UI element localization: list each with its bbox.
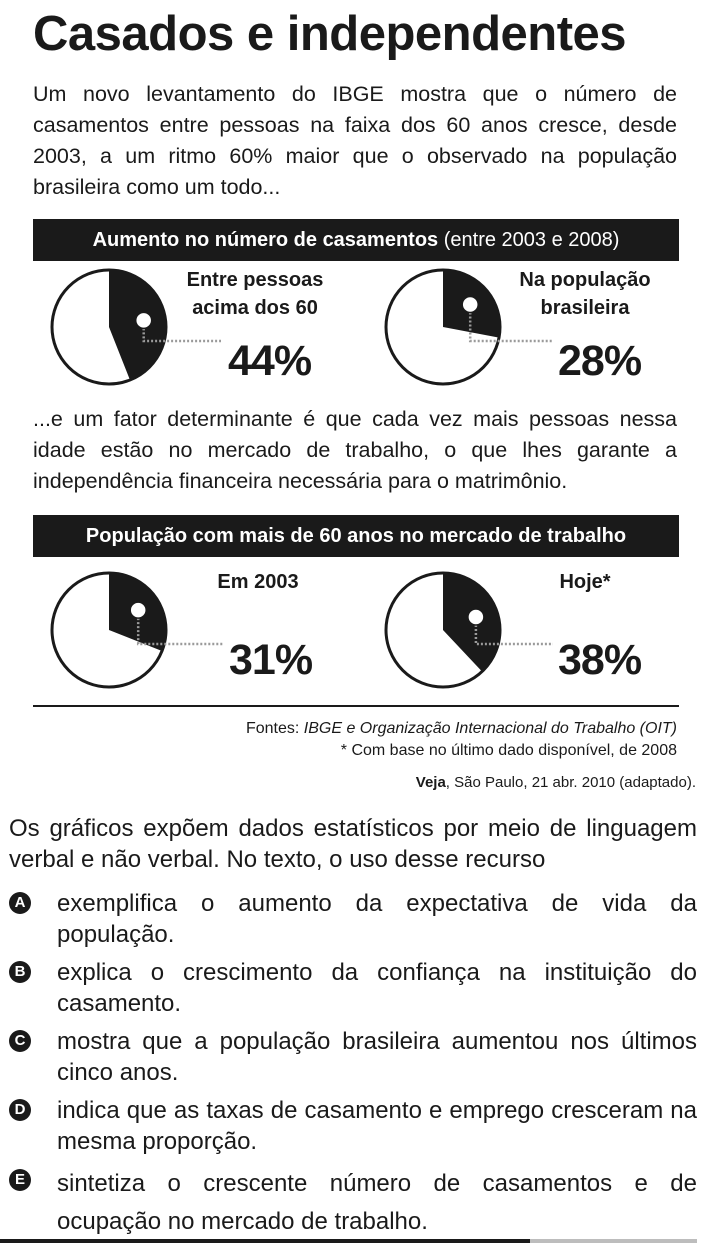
sources-italic: IBGE e Organização Internacional do Trab… — [303, 720, 677, 737]
pie-chart-labour-2003 — [50, 571, 223, 689]
label-line: brasileira — [540, 297, 630, 319]
pie-chart-over-60-marriages — [50, 268, 221, 386]
pct-value-2003: 31% — [229, 636, 313, 684]
leader-line — [136, 610, 223, 646]
option-letter-badge: E — [9, 1169, 31, 1191]
pct-value-population: 28% — [558, 337, 642, 385]
banner-normal: (entre 2003 e 2008) — [438, 229, 620, 251]
option-text: indica que as taxas de casamento e empre… — [57, 1097, 697, 1155]
sources-line: Fontes: IBGE e Organização Internacional… — [246, 720, 677, 738]
pie-chart-population-marriages — [384, 268, 553, 386]
label-line: Na população — [519, 269, 651, 291]
leader-line — [474, 617, 553, 646]
citation: Veja, São Paulo, 21 abr. 2010 (adaptado)… — [416, 774, 696, 791]
banner-bold: Aumento no número de casamentos — [92, 229, 439, 251]
chart-label-population: Na população brasileira — [495, 266, 675, 322]
pie-marker-dot — [461, 295, 479, 314]
option-letter-badge: B — [9, 961, 31, 983]
pct-value-today: 38% — [558, 636, 642, 684]
option-text: exemplifica o aumento da expectativa de … — [57, 890, 697, 948]
label-line: Hoje* — [559, 571, 611, 593]
question-stem: Os gráficos expõem dados estatísticos po… — [9, 815, 697, 873]
option-text: mostra que a população brasileira aument… — [57, 1028, 697, 1086]
citation-rest: , São Paulo, 21 abr. 2010 (adaptado). — [445, 774, 696, 791]
chart-label-today: Hoje* — [495, 568, 675, 596]
label-line: Entre pessoas — [186, 269, 324, 291]
chart-banner-marriages: Aumento no número de casamentos (entre 2… — [33, 219, 679, 261]
intro-paragraph: Um novo levantamento do IBGE mostra que … — [33, 82, 677, 199]
middle-paragraph: ...e um fator determinante é que cada ve… — [33, 407, 677, 493]
page-title: Casados e independentes — [33, 7, 627, 61]
divider — [33, 705, 679, 707]
pie-marker-dot — [467, 608, 485, 626]
leader-line — [142, 320, 221, 343]
bottom-rule — [0, 1239, 530, 1243]
chart-label-over-60: Entre pessoas acima dos 60 — [165, 266, 345, 322]
bottom-rule-grey — [530, 1239, 697, 1243]
option-text: explica o crescimento da confiança na in… — [57, 959, 697, 1017]
chart-label-2003: Em 2003 — [168, 568, 348, 596]
pie-marker-dot — [129, 601, 147, 619]
pct-value-over-60: 44% — [228, 337, 312, 385]
option-letter-badge: D — [9, 1099, 31, 1121]
banner-bold: População com mais de 60 anos no mercado… — [85, 525, 627, 547]
sources-prefix: Fontes: — [245, 720, 304, 737]
footnote: * Com base no último dado disponível, de… — [340, 742, 677, 759]
option-text: sintetiza o crescente número de casament… — [57, 1170, 697, 1235]
label-line: Em 2003 — [217, 571, 299, 593]
pie-chart-labour-today — [384, 571, 553, 689]
chart-banner-labour: População com mais de 60 anos no mercado… — [33, 515, 679, 557]
leader-line — [468, 304, 553, 343]
label-line: acima dos 60 — [192, 297, 318, 319]
citation-bold: Veja — [415, 774, 446, 791]
option-letter-badge: C — [9, 1030, 31, 1052]
option-letter-badge: A — [9, 892, 31, 914]
pie-marker-dot — [134, 311, 153, 330]
